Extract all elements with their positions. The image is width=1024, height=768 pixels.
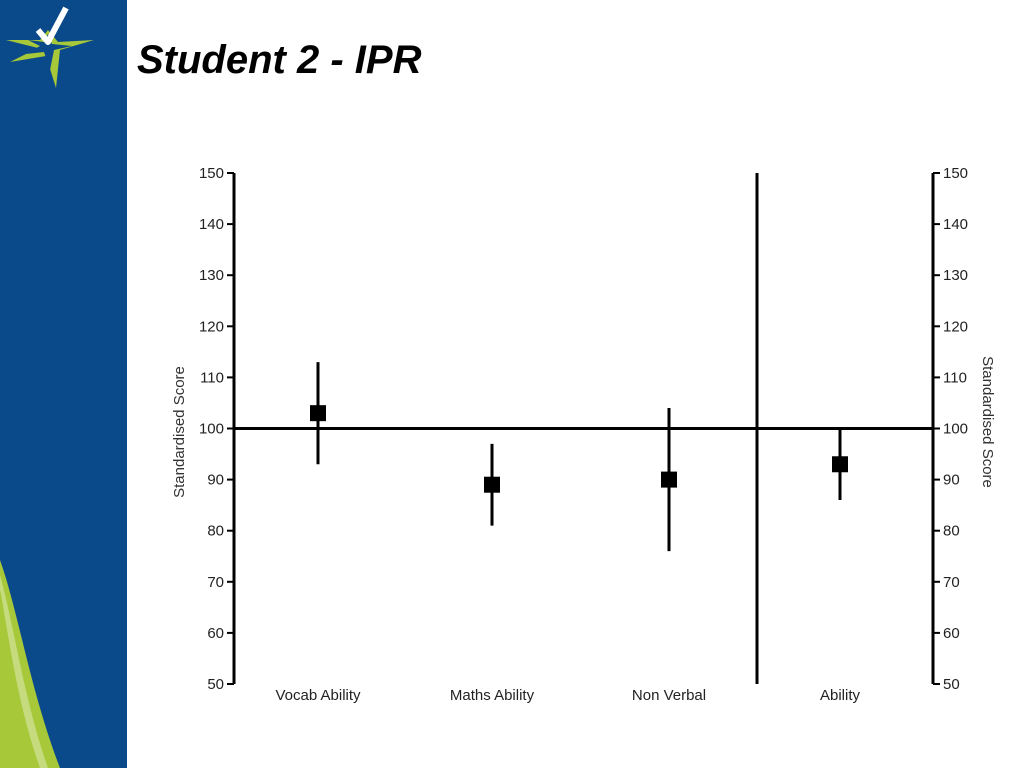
y-tick-label-right: 70 bbox=[943, 574, 960, 591]
y-tick-label-left: 80 bbox=[207, 523, 224, 540]
sidebar-swoosh bbox=[0, 560, 60, 768]
score-marker-ability bbox=[832, 456, 848, 473]
y-tick-label-right: 60 bbox=[943, 625, 960, 642]
category-label-vocab-ability: Vocab Ability bbox=[275, 687, 361, 704]
category-label-non-verbal: Non Verbal bbox=[632, 687, 706, 704]
category-label-ability: Ability bbox=[820, 687, 861, 704]
slide-title: Student 2 - IPR bbox=[137, 38, 422, 82]
y-tick-label-left: 150 bbox=[199, 165, 224, 182]
y-tick-label-left: 60 bbox=[207, 625, 224, 642]
y-tick-label-left: 110 bbox=[200, 369, 224, 386]
y-tick-label-right: 80 bbox=[943, 523, 960, 540]
y-axis-title-right: Standardised Score bbox=[979, 356, 996, 488]
y-tick-label-right: 100 bbox=[943, 421, 968, 438]
y-axis-title-left: Standardised Score bbox=[171, 366, 188, 498]
y-tick-label-left: 120 bbox=[199, 318, 224, 335]
y-tick-label-right: 90 bbox=[943, 472, 960, 489]
y-tick-label-left: 50 bbox=[207, 676, 224, 693]
y-tick-label-right: 50 bbox=[943, 676, 960, 693]
y-tick-label-left: 140 bbox=[199, 216, 224, 233]
y-tick-label-right: 120 bbox=[943, 318, 968, 335]
category-label-maths-ability: Maths Ability bbox=[450, 687, 535, 704]
y-tick-label-left: 100 bbox=[199, 421, 224, 438]
score-marker-non-verbal bbox=[661, 471, 677, 488]
y-tick-label-left: 70 bbox=[207, 574, 224, 591]
y-tick-label-right: 110 bbox=[943, 369, 967, 386]
sidebar-band bbox=[0, 0, 127, 768]
y-tick-label-left: 90 bbox=[207, 472, 224, 489]
score-marker-vocab-ability bbox=[310, 405, 326, 422]
star-check-logo-icon bbox=[6, 6, 94, 88]
y-tick-label-right: 140 bbox=[943, 216, 968, 233]
y-tick-label-right: 150 bbox=[943, 165, 968, 182]
score-marker-maths-ability bbox=[484, 476, 500, 493]
y-tick-label-left: 130 bbox=[199, 267, 224, 284]
y-tick-label-right: 130 bbox=[943, 267, 968, 284]
